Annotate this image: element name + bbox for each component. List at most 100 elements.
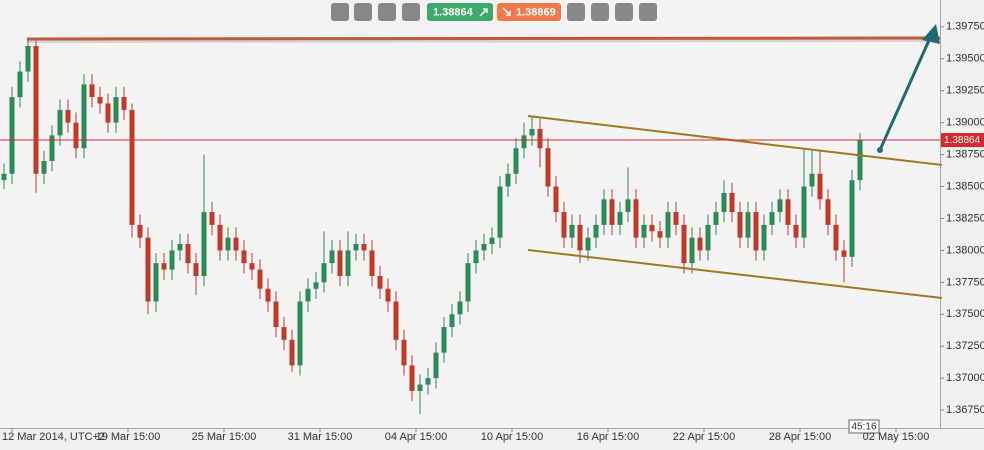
candle-body bbox=[73, 122, 79, 149]
tool-button[interactable] bbox=[354, 3, 372, 21]
candle-body bbox=[697, 237, 703, 251]
candle-body bbox=[729, 192, 735, 213]
candle-body bbox=[241, 250, 247, 264]
candle-body bbox=[529, 129, 535, 136]
timer: 45:16 bbox=[851, 422, 876, 433]
y-tick-label: 1.38750 bbox=[946, 148, 984, 160]
candle-body bbox=[449, 314, 455, 328]
candle-body bbox=[65, 109, 71, 123]
arrow-shaft[interactable] bbox=[878, 37, 932, 151]
candle-body bbox=[617, 212, 623, 225]
tool-button[interactable] bbox=[639, 3, 657, 21]
x-tick-label: 10 Apr 15:00 bbox=[481, 431, 543, 443]
y-tick-label: 1.37500 bbox=[946, 308, 984, 320]
candle-body bbox=[201, 212, 207, 276]
candle-body bbox=[409, 365, 415, 391]
candle-body bbox=[585, 237, 591, 251]
y-tick-label: 1.39500 bbox=[946, 53, 984, 65]
tool-button[interactable] bbox=[378, 3, 396, 21]
y-tick-label: 1.39000 bbox=[946, 117, 984, 129]
candle-body bbox=[633, 199, 639, 238]
timer-box bbox=[848, 419, 880, 434]
candle-body bbox=[393, 301, 399, 340]
candle-body bbox=[289, 339, 295, 366]
tool-button[interactable] bbox=[615, 3, 633, 21]
candle-body bbox=[609, 199, 615, 225]
x-tick-label: 16 Apr 15:00 bbox=[577, 431, 639, 443]
x-tick-label: 28 Apr 15:00 bbox=[769, 431, 831, 443]
candle-body bbox=[569, 224, 575, 238]
candle-body bbox=[361, 244, 367, 251]
candle-body bbox=[673, 212, 679, 225]
x-tick-label: 31 Mar 15:00 bbox=[288, 431, 353, 443]
candle-body bbox=[345, 250, 351, 276]
y-tick-label: 1.37250 bbox=[946, 340, 984, 352]
x-tick-label: 02 May 15:00 bbox=[863, 431, 930, 443]
candle-body bbox=[225, 237, 231, 251]
candle-body bbox=[89, 84, 95, 98]
candle-body bbox=[625, 199, 631, 213]
candle-body bbox=[113, 97, 119, 123]
candle-body bbox=[761, 224, 767, 251]
candle-body bbox=[169, 250, 175, 270]
channel-lower[interactable] bbox=[527, 249, 943, 299]
candle-body bbox=[217, 224, 223, 251]
candle-body bbox=[249, 263, 255, 270]
candle-body bbox=[809, 173, 815, 187]
y-tick-label: 1.37000 bbox=[946, 372, 984, 384]
candle-body bbox=[745, 212, 751, 238]
tool-button[interactable] bbox=[567, 3, 585, 21]
candle-body bbox=[561, 212, 567, 238]
tool-button[interactable] bbox=[591, 3, 609, 21]
candle-body bbox=[497, 186, 503, 238]
candle-body bbox=[9, 97, 15, 174]
x-tick-label: 25 Mar 15:00 bbox=[192, 431, 257, 443]
y-tick-label: 1.38500 bbox=[946, 180, 984, 192]
candle-body bbox=[457, 301, 463, 315]
candle-body bbox=[521, 135, 527, 149]
candle-body bbox=[377, 275, 383, 289]
candle-body bbox=[441, 327, 447, 353]
candle-body bbox=[777, 199, 783, 213]
tool-button[interactable] bbox=[402, 3, 420, 21]
down-icon bbox=[502, 7, 511, 16]
candle-body bbox=[857, 140, 863, 181]
candles bbox=[1, 38, 863, 414]
candle-body bbox=[689, 237, 695, 264]
candle-body bbox=[281, 327, 287, 340]
ask-button[interactable] bbox=[497, 3, 561, 21]
candle-body bbox=[489, 237, 495, 245]
candle-body bbox=[649, 224, 655, 232]
candle-body bbox=[41, 160, 47, 174]
bid-button[interactable] bbox=[427, 3, 493, 21]
candle-body bbox=[433, 352, 439, 379]
candle-body bbox=[481, 244, 487, 251]
price-label-box bbox=[941, 133, 984, 148]
candle-body bbox=[273, 301, 279, 328]
candle-body bbox=[833, 224, 839, 251]
candle-body bbox=[601, 199, 607, 225]
candle-body bbox=[337, 250, 343, 276]
candle-body bbox=[193, 263, 199, 276]
candle-body bbox=[385, 288, 391, 302]
toolbar: 1.38864 1.38869 bbox=[331, 3, 657, 21]
candle-body bbox=[657, 231, 663, 238]
candle-body bbox=[769, 212, 775, 225]
candle-body bbox=[233, 237, 239, 251]
y-tick-label: 1.39750 bbox=[946, 21, 984, 33]
y-tick-label: 1.38000 bbox=[946, 244, 984, 256]
candle-body bbox=[369, 250, 375, 276]
candle-body bbox=[545, 148, 551, 187]
candle-body bbox=[297, 301, 303, 366]
arrow-start bbox=[877, 147, 883, 153]
candle-body bbox=[321, 263, 327, 283]
candle-body bbox=[145, 237, 151, 302]
resistance-line[interactable] bbox=[26, 36, 941, 41]
candle-body bbox=[417, 384, 423, 391]
candle-body bbox=[553, 186, 559, 213]
tool-button[interactable] bbox=[331, 3, 349, 21]
y-tick-label: 1.38250 bbox=[946, 212, 984, 224]
candle-body bbox=[577, 224, 583, 251]
candle-body bbox=[185, 244, 191, 264]
